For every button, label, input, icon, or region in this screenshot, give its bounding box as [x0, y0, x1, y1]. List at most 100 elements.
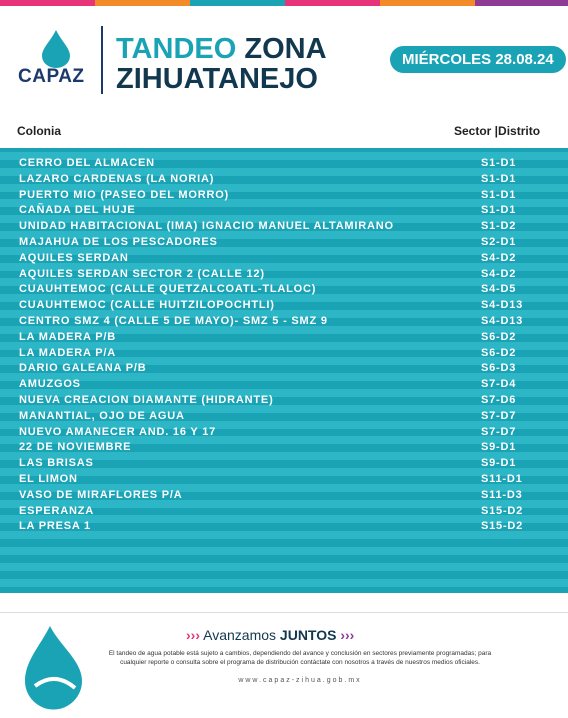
strip: [0, 0, 95, 6]
column-header: Colonia: [17, 124, 61, 138]
colonia: LAZARO CARDENAS (LA NORIA): [19, 172, 215, 185]
stripe: [0, 310, 568, 318]
date: MIÉRCOLES 28.08.24: [390, 46, 566, 73]
slogan: ››› Avanzamos JUNTOS ›››: [186, 627, 355, 643]
colonia: ESPERANZA: [19, 504, 95, 517]
sector: S4-D13: [481, 299, 524, 312]
colonia: NUEVO AMANECER AND. 16 Y 17: [19, 425, 217, 438]
stripe: [0, 420, 568, 429]
sector: S7-D6: [481, 394, 517, 406]
strip: [475, 0, 568, 6]
sector: S6-D3: [481, 362, 517, 375]
colonia: AQUILES SERDAN SECTOR 2 (CALLE 12): [19, 267, 265, 280]
stripe: [0, 262, 568, 271]
stripe: [0, 357, 568, 366]
colonia: CENTRO SMZ 4 (CALLE 5 DE MAYO)- SMZ 5 - …: [19, 315, 328, 327]
stripe: [0, 515, 568, 524]
stripe: [0, 341, 568, 350]
colonia: 22 DE NOVIEMBRE: [19, 441, 132, 454]
stripe: [0, 483, 568, 492]
colonia: CERRO DEL ALMACEN: [19, 157, 155, 169]
colonia: DARIO GALEANA P/B: [19, 362, 147, 375]
sector: S4-D5: [481, 283, 517, 296]
sector: S1-D1: [481, 172, 517, 185]
colonia: CUAUHTEMOC (CALLE HUITZILOPOCHTLI): [19, 299, 275, 312]
sector: S15-D2: [481, 504, 524, 517]
sector: S1-D1: [481, 204, 517, 217]
colonia: LA PRESA 1: [19, 520, 91, 533]
stripe: [0, 452, 568, 461]
colonia: CUAUHTEMOC (CALLE QUETZALCOATL-TLALOC): [19, 283, 317, 296]
colonia: NUEVA CREACION DIAMANTE (HIDRANTE): [19, 394, 274, 406]
strip: [95, 0, 190, 6]
logo-text: CAPAZ: [18, 66, 85, 87]
stripe: [0, 389, 568, 397]
stripe: [0, 246, 568, 255]
stripe: [0, 547, 568, 555]
colonia: AMUZGOS: [19, 378, 81, 391]
stripe: [0, 531, 568, 540]
sector: S6-D2: [481, 330, 517, 343]
stripe: [0, 578, 568, 587]
slogan-part: Avanzamos: [203, 627, 277, 643]
title-part: ZONA: [244, 33, 327, 65]
sector: S7-D7: [481, 409, 517, 422]
footer-logo: [25, 626, 82, 710]
stripe: [0, 231, 568, 239]
stripe: [0, 325, 568, 334]
column-header: Sector |Distrito: [454, 124, 541, 138]
sector: S2-D1: [481, 236, 517, 248]
stripe: [0, 468, 568, 476]
stripe: [0, 152, 568, 160]
sector: S9-D1: [481, 441, 517, 454]
divider: [101, 26, 103, 94]
colonia: LAS BRISAS: [19, 457, 94, 470]
colonia: AQUILES SERDAN: [19, 251, 129, 264]
stripe: [0, 294, 568, 303]
title-part: TANDEO: [116, 33, 237, 65]
sector: S4-D2: [481, 251, 517, 264]
sector: S6-D2: [481, 346, 517, 359]
stripe: [0, 373, 568, 382]
sector: S1-D1: [481, 157, 517, 169]
sector: S1-D1: [481, 188, 517, 201]
sector: S9-D1: [481, 457, 517, 470]
website: www.capaz-zihua.gob.mx: [238, 677, 362, 684]
table: CERRO DEL ALMACEN S1-D1 LAZARO CARDENAS (L…: [0, 148, 568, 593]
sector: S4-D2: [481, 267, 517, 280]
note: El tandeo de agua potable está sujeto a …: [108, 650, 492, 666]
stripe: [0, 199, 568, 208]
stripe: [0, 436, 568, 445]
colonia: PUERTO MIO (PASEO DEL MORRO): [19, 188, 230, 201]
sector: S11-D1: [481, 473, 523, 485]
strip: [380, 0, 475, 6]
title: TANDEO ZONA: [116, 34, 327, 64]
colonia: LA MADERA P/A: [19, 346, 116, 359]
stripe: [0, 404, 568, 413]
colonia: UNIDAD HABITACIONAL (IMA) IGNACIO MANUEL…: [19, 220, 394, 233]
sector: S7-D4: [481, 378, 517, 391]
strip: [190, 0, 285, 6]
slogan-part: JUNTOS: [279, 627, 337, 643]
rule: [0, 612, 568, 613]
colonia: MAJAHUA DE LOS PESCADORES: [19, 236, 218, 248]
colonia: CAÑADA DEL HUJE: [19, 204, 136, 217]
stripe: [0, 499, 568, 508]
sector: S4-D13: [481, 315, 524, 327]
stripe: [0, 215, 568, 224]
sector: S11-D3: [481, 488, 523, 501]
colonia: EL LIMON: [19, 473, 78, 485]
colonia: VASO DE MIRAFLORES P/A: [19, 488, 183, 501]
logo-drop: [42, 30, 70, 68]
strip: [285, 0, 380, 6]
stripe: [0, 278, 568, 287]
stripe: [0, 167, 568, 176]
sector: S7-D7: [481, 425, 517, 438]
sector: S15-D2: [481, 520, 524, 533]
colonia: LA MADERA P/B: [19, 330, 116, 343]
title: ZIHUATANEJO: [116, 63, 318, 95]
sector: S1-D2: [481, 220, 517, 233]
stripe: [0, 562, 568, 571]
colonia: MANANTIAL, OJO DE AGUA: [19, 409, 185, 422]
